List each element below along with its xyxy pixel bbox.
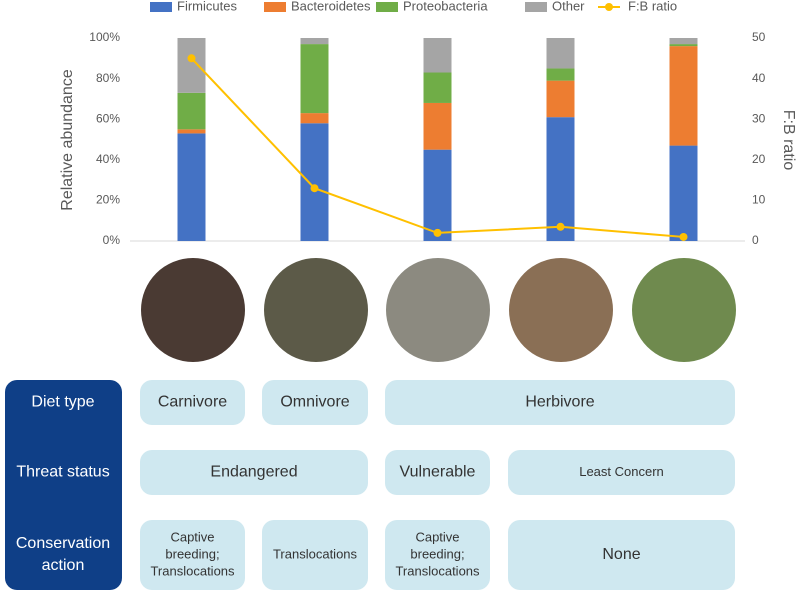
row-header: Diet type: [31, 394, 94, 411]
bar-segment: [423, 38, 452, 73]
legend-label: Proteobacteria: [403, 0, 488, 13]
cell-text: Omnivore: [280, 394, 349, 411]
legend-label: Firmicutes: [177, 0, 237, 13]
bar-segment: [300, 123, 329, 241]
bar-segment: [300, 44, 329, 114]
y-tick-label: 80%: [96, 71, 120, 85]
cell-text: Translocations: [273, 546, 358, 561]
legend-swatch: [525, 2, 547, 12]
bar-segment: [669, 38, 698, 45]
table-cell: [508, 520, 735, 590]
legend-marker: [605, 3, 613, 11]
y2-tick-label: 10: [752, 193, 766, 207]
cell-text: Captive: [170, 529, 214, 544]
y2-tick-label: 30: [752, 111, 766, 125]
legend-swatch: [150, 2, 172, 12]
legend-label: F:B ratio: [628, 0, 677, 13]
cell-text: breeding;: [410, 546, 464, 561]
bar-segment: [546, 68, 575, 81]
bar-segment: [546, 80, 575, 118]
photo-bandicoot: [264, 258, 368, 362]
bar-segment: [423, 102, 452, 150]
bar-segment: [177, 92, 206, 130]
line-point: [433, 228, 442, 237]
bar-segment: [300, 38, 329, 45]
cell-text: Least Concern: [579, 464, 664, 479]
table-cell: [262, 520, 368, 590]
table-cell: [508, 450, 735, 495]
table-cell: [262, 380, 368, 425]
table-cell: [385, 380, 735, 425]
cell-text: Endangered: [210, 464, 297, 481]
legend-label: Other: [552, 0, 585, 13]
bar-segment: [177, 133, 206, 241]
y-axis-title: Relative abundance: [59, 69, 76, 211]
table-cell: [140, 520, 245, 590]
y-tick-label: 100%: [89, 30, 120, 44]
table-cell: [385, 520, 490, 590]
bar-segment: [669, 44, 698, 47]
y2-tick-label: 0: [752, 233, 759, 247]
line-point: [310, 184, 319, 193]
cell-text: breeding;: [165, 546, 219, 561]
photo-wombat: [509, 258, 613, 362]
legend-label: Bacteroidetes: [291, 0, 371, 13]
y2-tick-label: 40: [752, 71, 766, 85]
cell-text: Herbivore: [525, 394, 594, 411]
cell-text: Vulnerable: [400, 464, 476, 481]
bar-segment: [177, 129, 206, 134]
bar-segment: [669, 145, 698, 241]
y2-tick-label: 50: [752, 30, 766, 44]
bar-segment: [546, 117, 575, 241]
line-point: [556, 222, 565, 231]
cell-text: Captive: [415, 529, 459, 544]
y-tick-label: 40%: [96, 152, 120, 166]
photo-koala: [386, 258, 490, 362]
table-cell: [140, 450, 368, 495]
legend-swatch: [376, 2, 398, 12]
cell-text: Carnivore: [158, 394, 227, 411]
line-point: [187, 54, 196, 63]
bar-segment: [423, 149, 452, 241]
y2-tick-label: 20: [752, 152, 766, 166]
table-cell: [385, 450, 490, 495]
line-point: [679, 232, 688, 241]
animal-photos: [141, 258, 736, 362]
y-tick-label: 20%: [96, 193, 120, 207]
row-header: Conservation: [16, 535, 110, 552]
y-tick-label: 0%: [103, 233, 121, 247]
bar-segment: [423, 72, 452, 103]
y-tick-label: 60%: [96, 111, 120, 125]
cell-text: Translocations: [395, 563, 480, 578]
row-header: action: [42, 557, 85, 574]
photo-kangaroo: [632, 258, 736, 362]
photo-devil: [141, 258, 245, 362]
y2-axis-title: F:B ratio: [780, 110, 797, 171]
bar-segment: [669, 46, 698, 146]
legend-swatch: [264, 2, 286, 12]
cell-text: Translocations: [150, 563, 235, 578]
row-header: Threat status: [16, 464, 109, 481]
row-header-panel: [5, 380, 122, 590]
bar-segment: [177, 38, 206, 93]
bar-segment: [546, 38, 575, 69]
cell-text: None: [602, 546, 640, 563]
bar-segment: [300, 113, 329, 124]
table-cell: [140, 380, 245, 425]
